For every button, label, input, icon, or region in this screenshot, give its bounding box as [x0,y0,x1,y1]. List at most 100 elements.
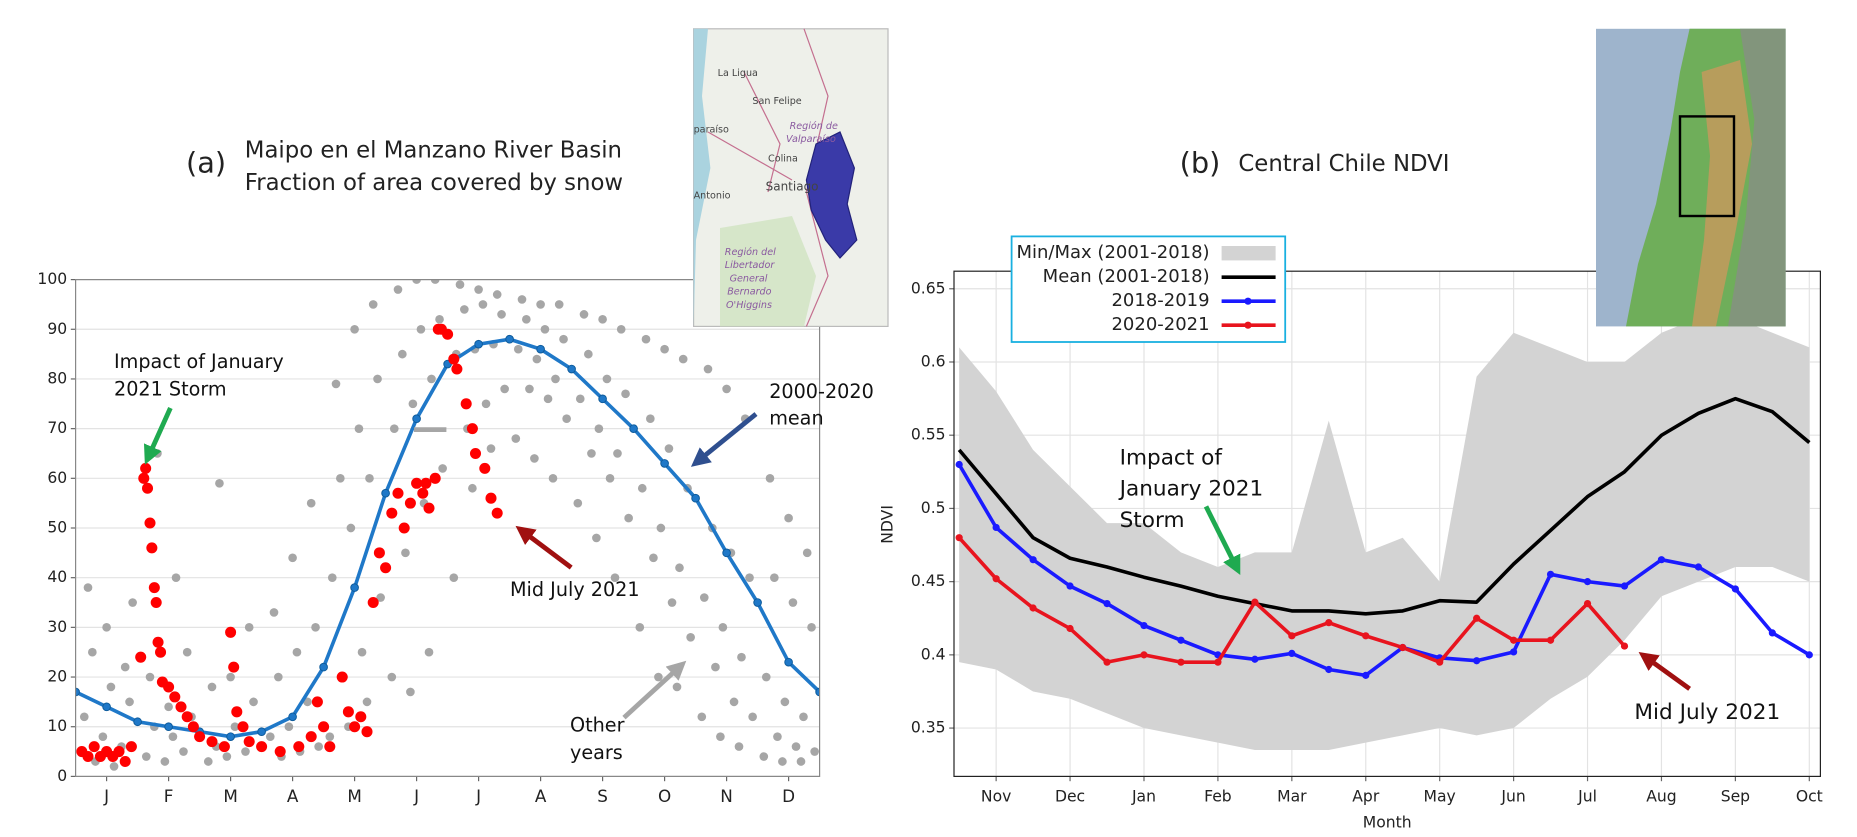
data-point [530,454,539,463]
data-point [624,513,633,523]
map-label: Región de [790,120,838,132]
arrow [515,525,573,570]
data-point [389,424,399,433]
map-andes [1728,28,1786,327]
data-point [598,394,607,404]
data-point [325,732,335,741]
data-point [288,712,297,722]
data-point [1177,658,1185,666]
data-point [955,460,963,469]
data-point [1103,600,1111,608]
x-tick-label: N [720,786,733,806]
data-point [380,562,392,574]
data-point [711,662,720,672]
data-point [559,334,568,344]
data-point [955,534,963,542]
data-point [492,290,502,299]
data-point [150,597,162,609]
data-point [598,315,607,324]
data-point [649,553,658,563]
data-point [98,732,108,741]
arrow [143,407,173,465]
data-point [365,474,374,483]
data-point [222,752,232,761]
data-point [417,487,429,499]
data-point [697,712,707,722]
data-point [540,324,550,334]
data-point [327,573,337,582]
data-point [430,279,440,284]
x-tick-label: Oct [1796,787,1823,805]
data-point [194,731,206,743]
data-point [225,626,237,638]
data-point [168,732,178,741]
arrow [622,660,687,720]
data-point [175,701,187,713]
data-point [656,523,666,533]
data-point [734,742,744,751]
data-point [228,661,240,673]
arrow [1203,505,1241,575]
y-tick-label: 0.45 [911,572,946,590]
range-band [959,318,1810,750]
map-roads [707,28,829,327]
data-point [148,582,160,594]
data-point [737,652,746,662]
data-point [784,513,793,523]
data-point [350,324,359,334]
data-point [1546,636,1555,644]
data-point [83,583,93,592]
data-point [992,575,1000,583]
data-point [424,647,434,657]
data-point [435,315,444,324]
data-point [699,593,709,602]
annotation: mean [769,406,823,429]
data-point [474,339,483,349]
data-point [587,449,596,458]
data-point [686,632,695,642]
annotation: Mid July 2021 [510,578,640,601]
data-point [423,502,435,514]
data-point [367,597,379,609]
data-point [613,449,622,458]
data-point [500,384,509,394]
data-point [206,736,218,748]
arrow [690,412,758,467]
data-point [119,755,131,768]
data-point [135,651,147,663]
data-point [109,762,119,771]
y-tick-label: 20 [47,668,67,686]
data-point [342,706,354,718]
data-point [355,711,367,723]
data-point [288,553,297,563]
x-tick-label: Apr [1352,787,1380,805]
data-point [791,742,801,751]
x-tick-label: Jun [1500,787,1525,805]
y-tick-label: 0.4 [921,645,946,663]
data-point [164,702,173,712]
map-label: paraíso [694,124,729,136]
x-tick-label: D [782,786,795,806]
map-label: Región del [725,246,776,258]
data-point [218,741,230,753]
data-point [171,573,181,582]
data-point [349,721,361,733]
data-point [1325,665,1333,674]
data-point [82,751,94,763]
y-tick-label: 60 [47,469,67,487]
data-point [703,364,713,374]
chart-subtitle: Fraction of area covered by snow [245,170,623,196]
data-point [362,697,372,707]
data-point [354,424,364,433]
x-tick-label: O [658,786,671,806]
data-point [331,379,341,389]
data-point [672,682,682,692]
data-point [1694,563,1703,571]
data-point [102,702,111,712]
data-point [1510,636,1518,644]
data-point [729,697,739,707]
x-tick-label: J [475,786,481,806]
y-tick-label: 70 [47,419,67,437]
data-point [536,300,545,309]
